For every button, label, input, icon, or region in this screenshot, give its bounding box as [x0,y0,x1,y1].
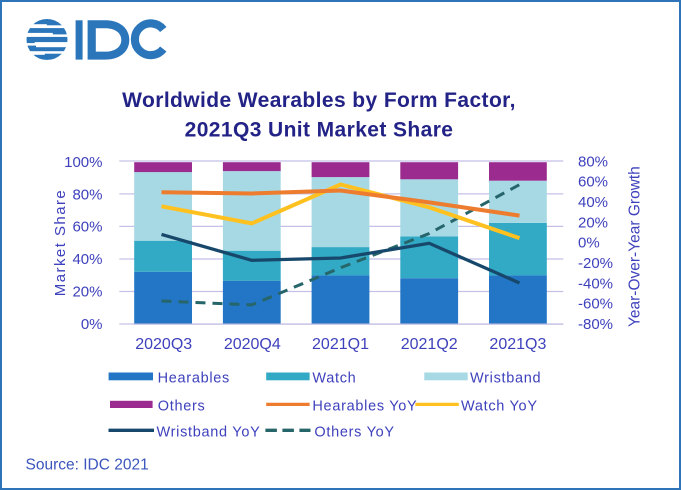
svg-text:Source: IDC 2021: Source: IDC 2021 [26,457,149,474]
svg-text:Market Share: Market Share [52,189,69,296]
svg-text:Others YoY: Others YoY [314,424,394,440]
svg-text:-40%: -40% [578,275,613,292]
svg-text:60%: 60% [578,174,608,191]
svg-text:80%: 80% [578,153,608,170]
svg-text:-60%: -60% [578,296,613,313]
svg-text:20%: 20% [578,214,608,231]
svg-text:-80%: -80% [578,316,613,333]
svg-text:Year-Over-Year Growth: Year-Over-Year Growth [627,166,644,327]
svg-text:2020Q3: 2020Q3 [135,336,192,353]
svg-text:80%: 80% [72,186,102,203]
svg-text:Wristband YoY: Wristband YoY [157,424,261,440]
svg-text:2021Q3 Unit Market Share: 2021Q3 Unit Market Share [185,119,454,142]
svg-text:0%: 0% [81,316,103,333]
svg-text:20%: 20% [72,284,102,301]
svg-text:2021Q3: 2021Q3 [489,336,546,353]
svg-text:0%: 0% [578,235,600,252]
svg-text:Watch: Watch [312,370,356,386]
svg-text:Worldwide Wearables by Form Fa: Worldwide Wearables by Form Factor, [122,89,516,112]
svg-text:Others: Others [158,398,206,414]
svg-text:40%: 40% [578,194,608,211]
svg-text:60%: 60% [72,219,102,236]
svg-text:2021Q2: 2021Q2 [401,336,458,353]
svg-text:2021Q1: 2021Q1 [312,336,369,353]
svg-text:-20%: -20% [578,255,613,272]
svg-text:100%: 100% [64,154,102,171]
svg-text:Watch YoY: Watch YoY [461,398,538,414]
svg-text:Wristband: Wristband [470,370,541,386]
svg-text:2020Q4: 2020Q4 [224,336,281,353]
svg-text:Hearables YoY: Hearables YoY [312,398,417,414]
svg-text:Hearables: Hearables [158,370,230,386]
svg-text:40%: 40% [72,251,102,268]
